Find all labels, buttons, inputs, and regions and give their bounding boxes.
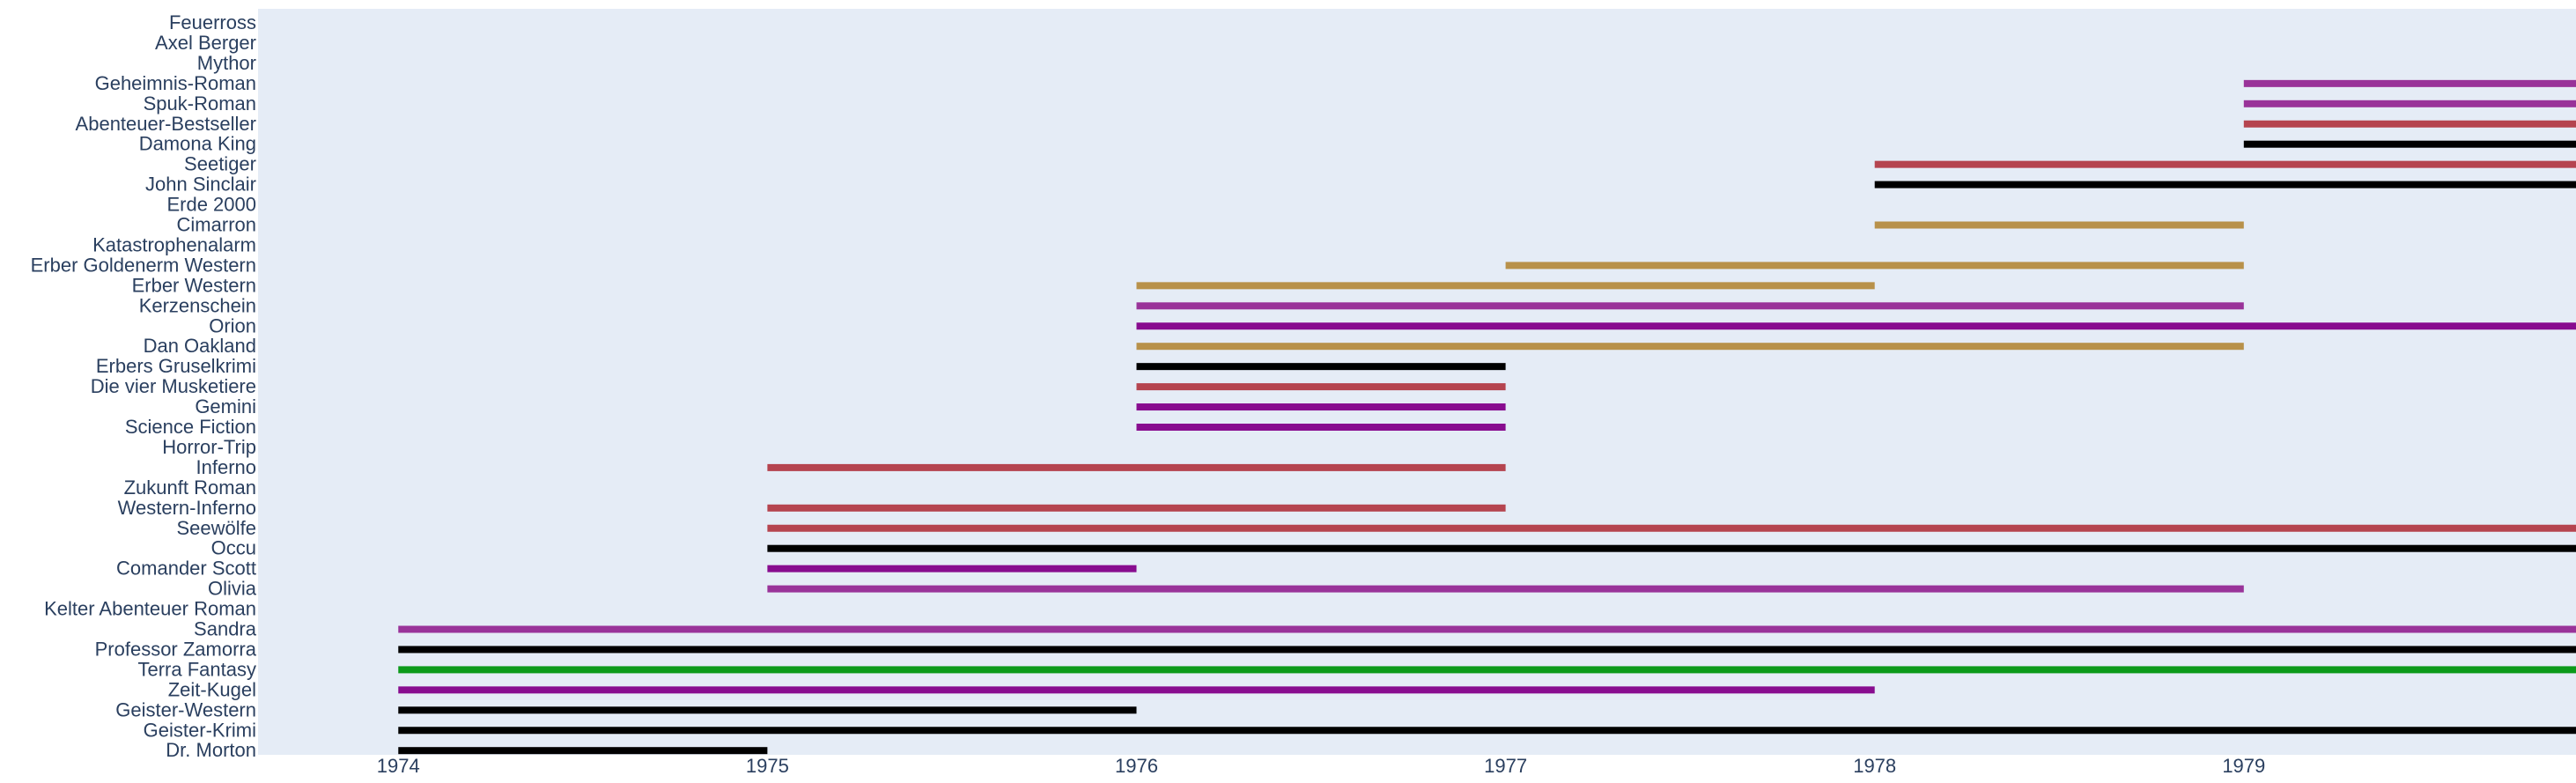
y-tick-label: Occu bbox=[211, 537, 256, 559]
y-tick-label: Comander Scott bbox=[116, 558, 256, 580]
y-tick-label: Gemini bbox=[195, 395, 256, 417]
y-tick-label: Erde 2000 bbox=[166, 194, 256, 216]
x-axis-labels: 1974 1975 1976 1977 1978 1979 bbox=[377, 755, 2265, 777]
y-tick-label: Cimarron bbox=[177, 214, 256, 236]
y-tick-label: Olivia bbox=[208, 578, 257, 600]
y-tick-label: Geheimnis-Roman bbox=[95, 72, 256, 94]
y-tick-label: Feuerross bbox=[169, 11, 256, 33]
y-tick-label: Geister-Krimi bbox=[144, 719, 256, 741]
y-tick-label: Science Fiction bbox=[125, 416, 256, 438]
timeline-bar bbox=[1136, 383, 1506, 391]
timeline-bar bbox=[398, 686, 1875, 694]
timeline-bar bbox=[1136, 302, 2244, 310]
y-tick-label: Zukunft Roman bbox=[124, 476, 256, 499]
y-tick-label: Terra Fantasy bbox=[138, 658, 257, 680]
timeline-bar bbox=[398, 666, 2576, 674]
y-tick-label: Professor Zamorra bbox=[95, 638, 257, 660]
x-tick-label: 1975 bbox=[746, 755, 789, 777]
x-tick-label: 1974 bbox=[377, 755, 420, 777]
timeline-bar bbox=[1136, 322, 2576, 330]
y-tick-label: Kelter Abenteuer Roman bbox=[44, 598, 256, 620]
timeline-bar bbox=[767, 463, 1506, 471]
y-tick-label: Dan Oakland bbox=[144, 335, 256, 357]
y-tick-label: Seetiger bbox=[184, 153, 256, 175]
y-tick-label: Erbers Gruselkrimi bbox=[96, 355, 256, 377]
timeline-bar bbox=[2243, 140, 2576, 148]
y-tick-label: Seewölfe bbox=[176, 517, 256, 539]
y-tick-label: Mythor bbox=[197, 52, 256, 74]
y-tick-label: Katastrophenalarm bbox=[92, 233, 256, 255]
timeline-bar bbox=[398, 727, 2576, 735]
y-tick-label: Kerzenschein bbox=[139, 294, 256, 316]
y-tick-label: Erber Goldenerm Western bbox=[31, 254, 256, 276]
y-tick-label: Western-Inferno bbox=[118, 497, 256, 519]
plot-background bbox=[258, 9, 2576, 755]
y-tick-label: Sandra bbox=[194, 618, 257, 640]
timeline-bar bbox=[767, 565, 1137, 572]
x-tick-label: 1978 bbox=[1853, 755, 1896, 777]
timeline-bar bbox=[767, 544, 2576, 552]
timeline-bar bbox=[1136, 424, 1506, 431]
timeline-bar bbox=[398, 747, 768, 755]
timeline-bar bbox=[1874, 160, 2576, 168]
y-tick-label: Axel Berger bbox=[155, 32, 256, 54]
y-tick-label: John Sinclair bbox=[145, 174, 256, 196]
timeline-bar bbox=[398, 646, 2576, 654]
y-tick-label: Dr. Morton bbox=[166, 739, 256, 761]
y-tick-label: Die vier Musketiere bbox=[91, 375, 256, 397]
timeline-bar bbox=[2243, 100, 2576, 107]
y-tick-label: Damona King bbox=[139, 133, 256, 155]
timeline-bar bbox=[2243, 79, 2576, 87]
timeline-bar bbox=[1136, 403, 1506, 411]
timeline-bar bbox=[767, 585, 2244, 593]
y-tick-label: Orion bbox=[209, 314, 256, 336]
y-tick-label: Spuk-Roman bbox=[144, 92, 256, 114]
timeline-bar bbox=[398, 625, 2576, 633]
timeline-bars bbox=[398, 79, 2576, 755]
x-tick-label: 1977 bbox=[1484, 755, 1527, 777]
timeline-bar bbox=[767, 524, 2576, 532]
timeline-bar bbox=[1136, 343, 2244, 351]
x-tick-label: 1976 bbox=[1115, 755, 1158, 777]
y-tick-label: Horror-Trip bbox=[162, 436, 256, 458]
y-tick-label: Abenteuer-Bestseller bbox=[76, 113, 256, 135]
timeline-bar bbox=[1874, 181, 2576, 188]
timeline-bar bbox=[1874, 221, 2244, 229]
timeline-bar bbox=[767, 504, 1506, 512]
y-tick-label: Geister-Western bbox=[115, 698, 256, 720]
timeline-bar bbox=[398, 706, 1137, 714]
y-tick-label: Inferno bbox=[196, 456, 257, 478]
timeline-bar bbox=[1136, 282, 1875, 290]
timeline-bar bbox=[1136, 363, 1506, 371]
y-tick-label: Zeit-Kugel bbox=[168, 678, 256, 700]
x-tick-label: 1979 bbox=[2222, 755, 2265, 777]
timeline-bar bbox=[2243, 120, 2576, 128]
timeline-bar bbox=[1505, 262, 2244, 270]
y-tick-label: Erber Western bbox=[132, 274, 256, 296]
